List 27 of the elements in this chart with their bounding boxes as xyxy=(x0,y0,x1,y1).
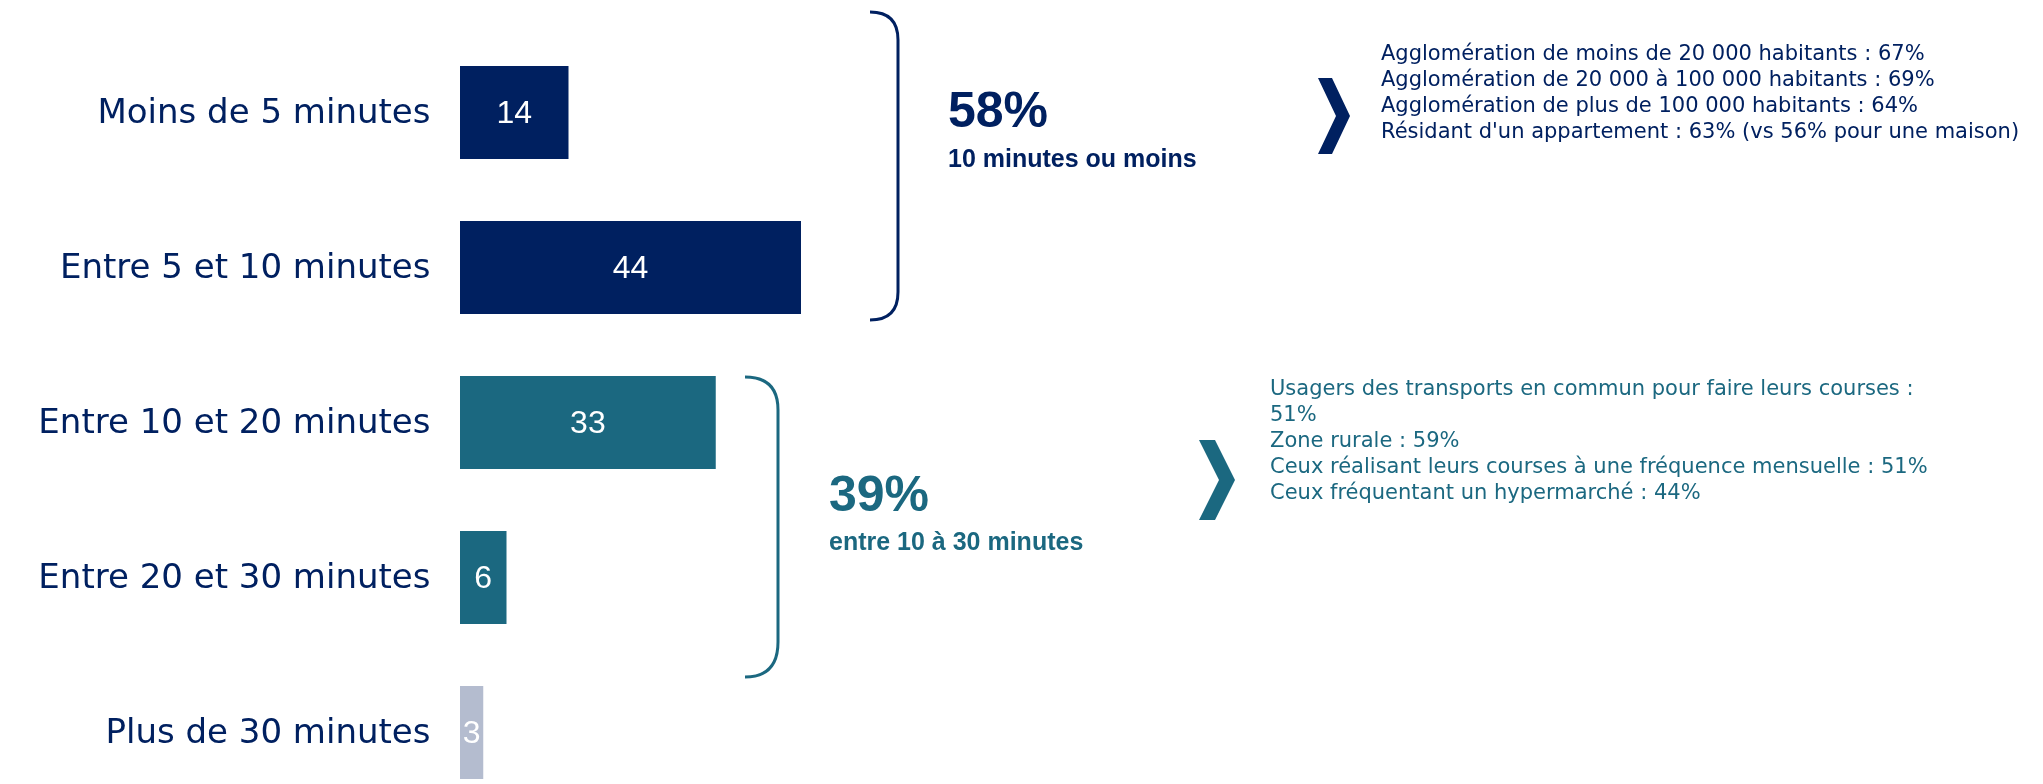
bar xyxy=(460,376,716,469)
y-tick-label: Moins de 5 minutes xyxy=(97,90,431,131)
data-label: 44 xyxy=(612,248,649,285)
text: Zone rurale : 59% xyxy=(1270,427,1461,453)
bar xyxy=(460,531,507,624)
text: Agglomération de moins de 20 000 habitants : 67% xyxy=(1381,40,1926,66)
y-tick-label: Entre 20 et 30 minutes xyxy=(38,555,431,596)
text: Ceux fréquentant un hypermarché : 44% xyxy=(1270,479,1702,505)
y-tick-label: Entre 10 et 20 minutes xyxy=(38,400,431,441)
data-label: 3 xyxy=(462,713,481,750)
text: 58% xyxy=(948,82,1049,138)
data-label: 6 xyxy=(474,558,493,595)
text: 39% xyxy=(829,466,930,522)
text: Agglomération de 20 000 à 100 000 habitants : 69% xyxy=(1381,66,1936,92)
y-tick-label: Entre 5 et 10 minutes xyxy=(59,245,431,286)
bar xyxy=(460,686,484,779)
data-label: 33 xyxy=(570,403,606,440)
bar xyxy=(460,221,801,314)
text: 10 minutes ou moins xyxy=(948,143,1197,173)
text: Agglomération de plus de 100 000 habitants : 64% xyxy=(1381,92,1919,118)
text: Usagers des transports en commun pour faire leurs courses : 51% xyxy=(1270,375,1915,427)
text: Résidant d'un appartement : 63% (vs 56% pour une maison) xyxy=(1381,118,2021,144)
text: Ceux réalisant leurs courses à une fréquence mensuelle : 51% xyxy=(1270,453,1929,479)
text: entre 10 à 30 minutes xyxy=(829,526,1084,556)
y-tick-label: Plus de 30 minutes xyxy=(105,710,431,751)
bar xyxy=(460,66,569,159)
data-label: 14 xyxy=(496,93,533,130)
